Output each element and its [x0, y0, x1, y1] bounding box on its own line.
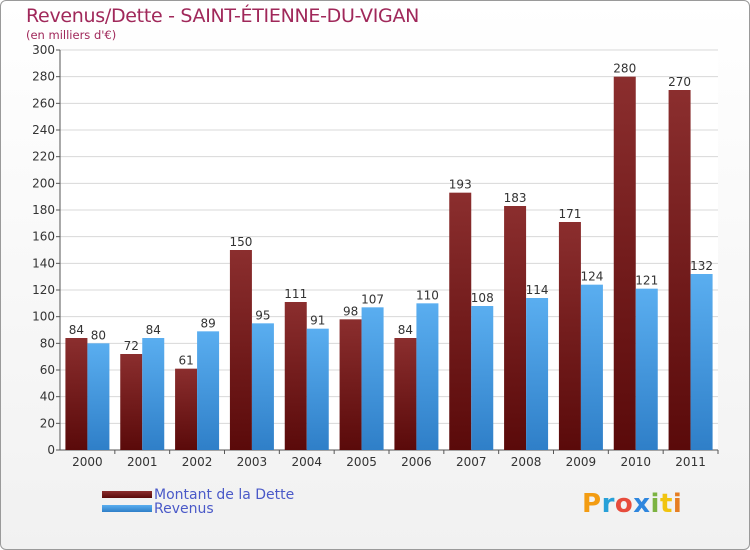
y-tick-label: 160 — [32, 230, 55, 244]
y-tick-label: 120 — [32, 283, 55, 297]
data-label-revenus: 114 — [526, 283, 549, 297]
x-tick-label: 2000 — [72, 455, 103, 469]
x-tick-label: 2005 — [346, 455, 377, 469]
bar-revenus — [197, 331, 220, 450]
chart-subtitle: (en milliers d'€) — [26, 28, 117, 42]
data-label-debt: 61 — [178, 354, 193, 368]
x-tick-label: 2004 — [291, 455, 322, 469]
data-label-revenus: 108 — [471, 291, 494, 305]
bar-debt — [175, 368, 198, 450]
legend-item-debt: Montant de la Dette — [102, 486, 295, 503]
x-tick-label: 2006 — [401, 455, 432, 469]
data-label-revenus: 84 — [146, 323, 161, 337]
bar-revenus — [306, 328, 329, 450]
logo-letter: r — [601, 489, 615, 519]
data-label-revenus: 110 — [416, 288, 439, 302]
bar-revenus — [471, 306, 494, 450]
y-tick-label: 260 — [32, 96, 55, 110]
legend-swatch-revenus — [102, 505, 152, 512]
axis-layer: 0 20 40 60 80 100 120 140 160 180 200 220 240 260 280 3… — [32, 43, 719, 469]
data-label-debt: 150 — [229, 235, 252, 249]
bar-revenus — [87, 343, 110, 450]
bar-revenus — [690, 274, 713, 450]
y-tick-label: 200 — [32, 176, 55, 190]
bar-revenus — [580, 284, 603, 450]
logo-letter: i — [672, 489, 683, 519]
x-tick-label: 2002 — [182, 455, 213, 469]
bar-debt — [504, 206, 527, 450]
bar-debt — [120, 354, 143, 450]
bar-debt — [613, 76, 636, 451]
bar-revenus — [142, 338, 165, 450]
data-label-revenus: 91 — [310, 314, 325, 328]
legend-label-revenus: Revenus — [154, 500, 214, 517]
logo-letter: x — [633, 489, 651, 519]
data-label-revenus: 95 — [255, 308, 270, 322]
y-tick-label: 60 — [40, 363, 55, 377]
y-tick-label: 0 — [47, 443, 55, 457]
legend-item-revenus: Revenus — [102, 500, 214, 517]
y-tick-label: 140 — [32, 256, 55, 270]
bar-debt — [449, 192, 472, 450]
data-label-revenus: 121 — [635, 274, 658, 288]
bar-revenus — [361, 307, 384, 450]
y-tick-label: 40 — [40, 390, 55, 404]
y-tick-label: 80 — [40, 336, 55, 350]
bar-debt — [284, 302, 307, 450]
logo-letter: t — [659, 489, 673, 519]
data-label-debt: 183 — [504, 191, 527, 205]
grid-layer — [60, 49, 718, 450]
x-tick-label: 2009 — [566, 455, 597, 469]
bar-debt — [394, 338, 417, 450]
y-tick-label: 300 — [32, 43, 55, 57]
bar-layer — [65, 76, 713, 451]
data-label-debt: 193 — [449, 178, 472, 192]
bar-debt — [65, 338, 88, 450]
y-tick-label: 240 — [32, 123, 55, 137]
bar-revenus — [416, 303, 439, 450]
logo-letter: P — [582, 489, 602, 519]
bar-debt — [668, 90, 691, 450]
data-label-revenus: 107 — [361, 292, 384, 306]
bar-revenus — [526, 298, 549, 450]
data-label-revenus: 89 — [200, 316, 215, 330]
y-tick-label: 180 — [32, 203, 55, 217]
data-label-debt: 98 — [343, 304, 358, 318]
bar-revenus — [635, 288, 658, 450]
proxiti-logo: Proxiti — [582, 489, 682, 519]
legend-swatch-debt — [102, 491, 152, 498]
data-label-debt: 84 — [398, 323, 413, 337]
data-label-debt: 280 — [613, 62, 636, 76]
y-tick-label: 280 — [32, 70, 55, 84]
data-label-revenus: 132 — [690, 259, 713, 273]
y-tick-label: 100 — [32, 310, 55, 324]
bar-debt — [229, 250, 252, 450]
y-tick-label: 220 — [32, 150, 55, 164]
data-label-debt: 270 — [668, 75, 691, 89]
bar-debt — [558, 222, 581, 450]
x-tick-label: 2007 — [456, 455, 487, 469]
chart-title: Revenus/Dette - SAINT-ÉTIENNE-DU-VIGAN — [26, 5, 420, 27]
x-tick-label: 2010 — [620, 455, 651, 469]
x-tick-label: 2011 — [675, 455, 706, 469]
data-label-revenus: 80 — [91, 328, 106, 342]
data-label-debt: 171 — [558, 207, 581, 221]
x-tick-label: 2003 — [237, 455, 268, 469]
data-label-debt: 111 — [284, 287, 307, 301]
logo-letter: i — [650, 489, 660, 519]
x-tick-label: 2008 — [511, 455, 542, 469]
data-label-debt: 72 — [124, 339, 139, 353]
bar-revenus — [251, 323, 274, 450]
data-label-revenus: 124 — [580, 270, 603, 284]
bar-debt — [339, 319, 362, 450]
x-tick-label: 2001 — [127, 455, 158, 469]
data-label-debt: 84 — [69, 323, 84, 337]
plot-area — [60, 50, 718, 450]
legend-label-debt: Montant de la Dette — [154, 486, 295, 503]
y-tick-label: 20 — [40, 416, 55, 430]
logo-letter: o — [614, 489, 634, 519]
